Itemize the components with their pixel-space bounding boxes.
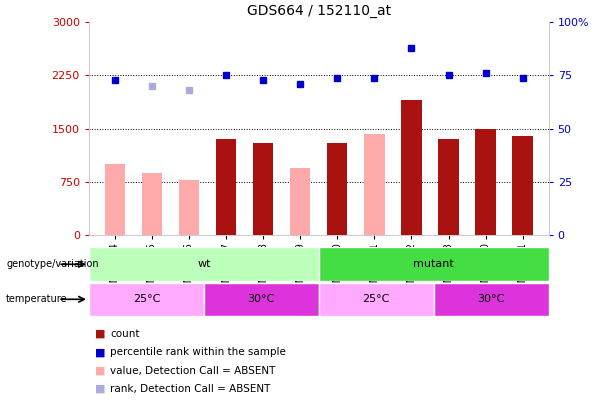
Bar — [319, 247, 549, 281]
Text: 25°C: 25°C — [362, 294, 390, 304]
Text: percentile rank within the sample: percentile rank within the sample — [110, 347, 286, 357]
Text: mutant: mutant — [413, 259, 454, 269]
Text: ■: ■ — [95, 366, 105, 375]
Text: rank, Detection Call = ABSENT: rank, Detection Call = ABSENT — [110, 384, 271, 394]
Text: genotype/variation: genotype/variation — [6, 259, 99, 269]
Text: ■: ■ — [95, 347, 105, 357]
Bar — [364, 134, 384, 235]
Bar — [105, 164, 125, 235]
Bar — [434, 283, 549, 316]
Text: wt: wt — [197, 259, 211, 269]
Bar — [253, 143, 273, 235]
Bar — [179, 180, 199, 235]
Bar — [438, 139, 459, 235]
Bar — [327, 143, 348, 235]
Text: 30°C: 30°C — [248, 294, 275, 304]
Text: value, Detection Call = ABSENT: value, Detection Call = ABSENT — [110, 366, 276, 375]
Text: ■: ■ — [95, 329, 105, 339]
Bar — [204, 283, 319, 316]
Text: temperature: temperature — [6, 294, 67, 304]
Bar — [142, 173, 162, 235]
Text: 25°C: 25°C — [132, 294, 160, 304]
Bar — [89, 283, 204, 316]
Bar — [476, 129, 496, 235]
Bar — [89, 247, 319, 281]
Bar — [402, 100, 422, 235]
Bar — [216, 139, 236, 235]
Bar — [319, 283, 434, 316]
Bar — [512, 136, 533, 235]
Text: count: count — [110, 329, 140, 339]
Bar — [290, 168, 310, 235]
Title: GDS664 / 152110_at: GDS664 / 152110_at — [246, 4, 391, 19]
Text: ■: ■ — [95, 384, 105, 394]
Text: 30°C: 30°C — [478, 294, 504, 304]
